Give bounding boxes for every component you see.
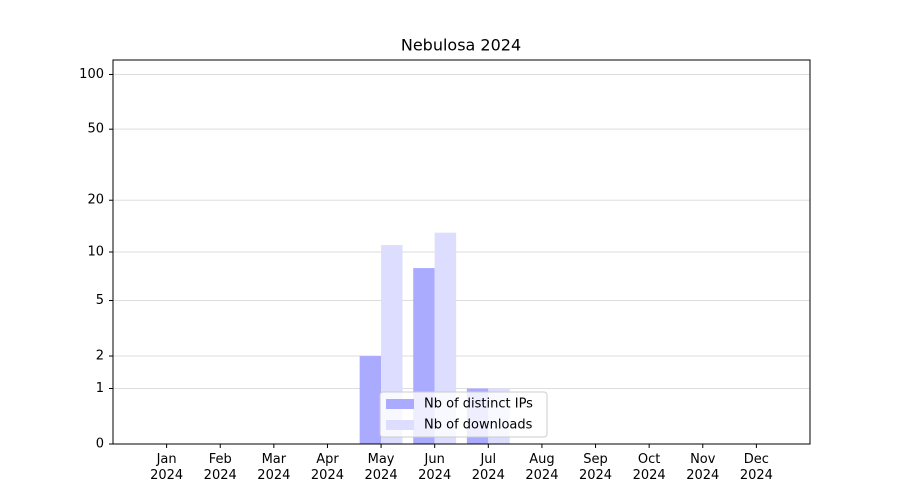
y-tick-label: 20 bbox=[87, 193, 104, 208]
plot-frame bbox=[112, 59, 811, 445]
y-tick-label: 1 bbox=[96, 381, 104, 396]
bar bbox=[434, 232, 457, 444]
y-tick-label: 50 bbox=[87, 122, 104, 137]
x-tick-label: Oct 2024 bbox=[632, 452, 666, 483]
legend-label: Nb of distinct IPs bbox=[424, 397, 533, 412]
x-tick-label: Dec 2024 bbox=[739, 452, 773, 483]
y-tick-label: 5 bbox=[96, 293, 104, 308]
x-tick-label: Aug 2024 bbox=[525, 452, 559, 483]
y-tick-label: 2 bbox=[96, 349, 104, 364]
x-tick-label: Mar 2024 bbox=[257, 452, 291, 483]
chart-title: Nebulosa 2024 bbox=[401, 36, 521, 55]
x-tick-label: Apr 2024 bbox=[310, 452, 344, 483]
x-tick-label: Nov 2024 bbox=[686, 452, 720, 483]
bar bbox=[359, 356, 382, 444]
legend-swatch bbox=[386, 399, 414, 409]
legend-swatch bbox=[386, 420, 414, 430]
x-tick-label: Jan 2024 bbox=[150, 452, 184, 483]
x-tick-label: Jul 2024 bbox=[471, 452, 505, 483]
x-tick-label: Feb 2024 bbox=[203, 452, 237, 483]
legend bbox=[379, 391, 548, 438]
y-tick-label: 0 bbox=[96, 437, 104, 452]
x-tick-label: Jun 2024 bbox=[418, 452, 452, 483]
y-tick-label: 100 bbox=[79, 67, 104, 82]
x-tick-label: May 2024 bbox=[364, 452, 398, 483]
x-tick-label: Sep 2024 bbox=[578, 452, 613, 483]
y-tick-label: 10 bbox=[87, 245, 104, 260]
legend-label: Nb of downloads bbox=[424, 418, 533, 433]
